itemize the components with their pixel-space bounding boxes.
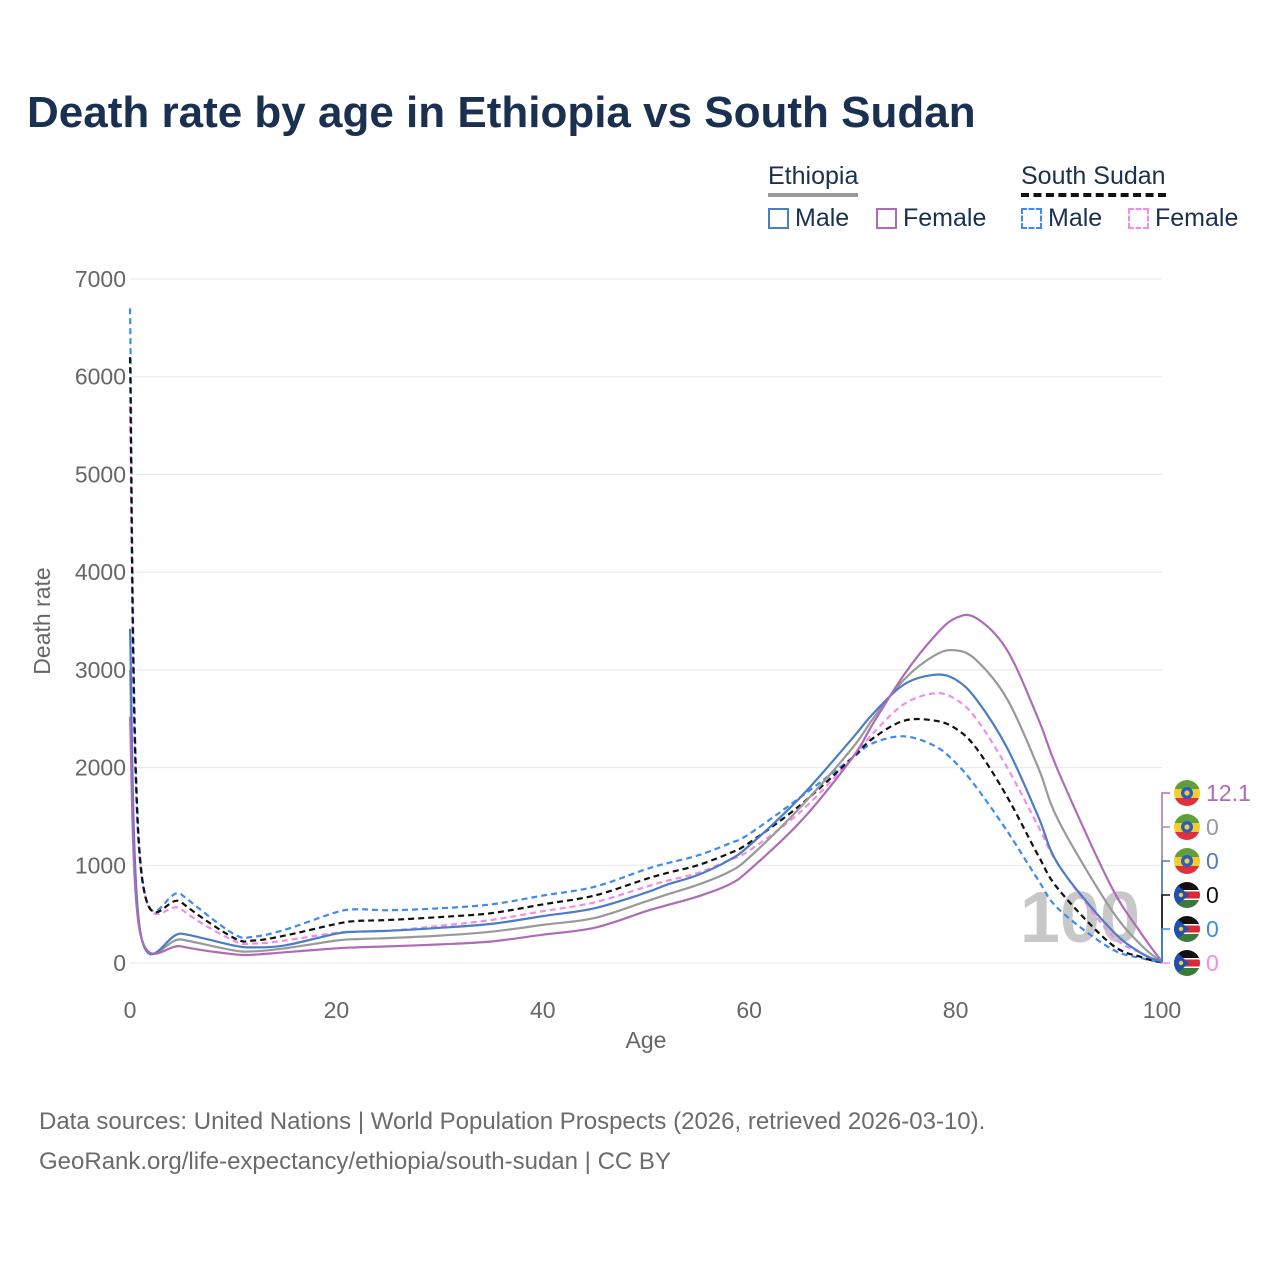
- south-sudan-flag-icon: [1174, 882, 1200, 908]
- x-tick-label: 0: [124, 997, 137, 1023]
- end-value-label: 12.1: [1206, 780, 1251, 806]
- y-tick-label: 3000: [75, 657, 126, 683]
- y-tick-label: 5000: [75, 461, 126, 487]
- legend-group-ethiopia[interactable]: Ethiopia: [768, 162, 859, 197]
- x-tick-label: 60: [736, 997, 762, 1023]
- series-line-south-sudan-male[interactable]: [128, 308, 1163, 964]
- legend-swatch-south-sudan-male: [1021, 208, 1042, 229]
- end-label-connector: [1161, 792, 1170, 962]
- source-link[interactable]: GeoRank.org/life-expectancy/ethiopia/sou…: [39, 1148, 671, 1175]
- gridlines: [130, 278, 1162, 964]
- series-line-south-sudan-female[interactable]: [128, 405, 1163, 964]
- legend-group-ethiopia-label: Ethiopia: [768, 162, 859, 190]
- end-value-label: 0: [1206, 814, 1219, 840]
- legend-label-ethiopia-male: Male: [795, 204, 850, 232]
- end-value-label: 0: [1206, 916, 1219, 942]
- series-line-ethiopia-total[interactable]: [128, 648, 1163, 963]
- chart-title: Death rate by age in Ethiopia vs South S…: [27, 88, 976, 137]
- x-tick-label: 20: [324, 997, 350, 1023]
- end-value-label: 0: [1206, 950, 1219, 976]
- end-value-label: 0: [1206, 882, 1219, 908]
- ethiopia-flag-icon: [1174, 814, 1200, 840]
- end-label-connector: [1161, 928, 1170, 963]
- end-labels: 12.1 0 0 0 0 0: [1161, 780, 1251, 976]
- y-tick-label: 6000: [75, 364, 126, 390]
- y-axis-title: Death rate: [29, 567, 55, 674]
- y-tick-label: 2000: [75, 755, 126, 781]
- legend-group-south-sudan[interactable]: South Sudan: [1021, 162, 1166, 197]
- y-tick-label: 0: [113, 950, 126, 976]
- x-tick-label: 80: [943, 997, 969, 1023]
- year-watermark: 100: [1020, 878, 1140, 958]
- source-line-2[interactable]: GeoRank.org/life-expectancy/ethiopia/sou…: [39, 1148, 671, 1176]
- x-axis-title: Age: [626, 1027, 667, 1053]
- x-tick-label: 100: [1143, 997, 1181, 1023]
- y-tick-label: 7000: [75, 266, 126, 292]
- south-sudan-flag-icon: [1174, 950, 1200, 976]
- legend-group-south-sudan-label: South Sudan: [1021, 162, 1166, 190]
- legend-swatch-ethiopia-male: [768, 208, 789, 229]
- series-line-ethiopia-male[interactable]: [128, 628, 1163, 964]
- legend-label-ethiopia-female: Female: [903, 204, 987, 232]
- south-sudan-flag-icon: [1174, 916, 1200, 942]
- legend-item-south-sudan-male[interactable]: Male: [1021, 204, 1102, 233]
- end-value-label: 0: [1206, 848, 1219, 874]
- legend-group-ethiopia-line: [768, 193, 859, 197]
- y-tick-label: 4000: [75, 559, 126, 585]
- axes: 0 1000 2000 3000 4000 5000 6000 7000 0 20 40 60 80 10…: [75, 266, 1181, 1023]
- source-line-1: Data sources: United Nations | World Pop…: [39, 1108, 986, 1135]
- series-lines[interactable]: [128, 308, 1163, 964]
- legend-item-south-sudan-female[interactable]: Female: [1128, 204, 1238, 233]
- legend-swatch-ethiopia-female: [876, 208, 897, 229]
- legend-swatch-south-sudan-female: [1128, 208, 1149, 229]
- y-tick-label: 1000: [75, 852, 126, 878]
- ethiopia-flag-icon: [1174, 848, 1200, 874]
- legend-label-south-sudan-male: Male: [1048, 204, 1103, 232]
- series-line-south-sudan-total[interactable]: [128, 357, 1163, 964]
- series-line-ethiopia-female[interactable]: [128, 613, 1163, 963]
- legend-label-south-sudan-female: Female: [1155, 204, 1239, 232]
- end-label-connector: [1161, 860, 1170, 963]
- ethiopia-flag-icon: [1174, 780, 1200, 806]
- legend-item-ethiopia-female[interactable]: Female: [876, 204, 986, 233]
- x-tick-label: 40: [530, 997, 556, 1023]
- legend-group-south-sudan-line: [1021, 193, 1166, 197]
- legend-item-ethiopia-male[interactable]: Male: [768, 204, 849, 233]
